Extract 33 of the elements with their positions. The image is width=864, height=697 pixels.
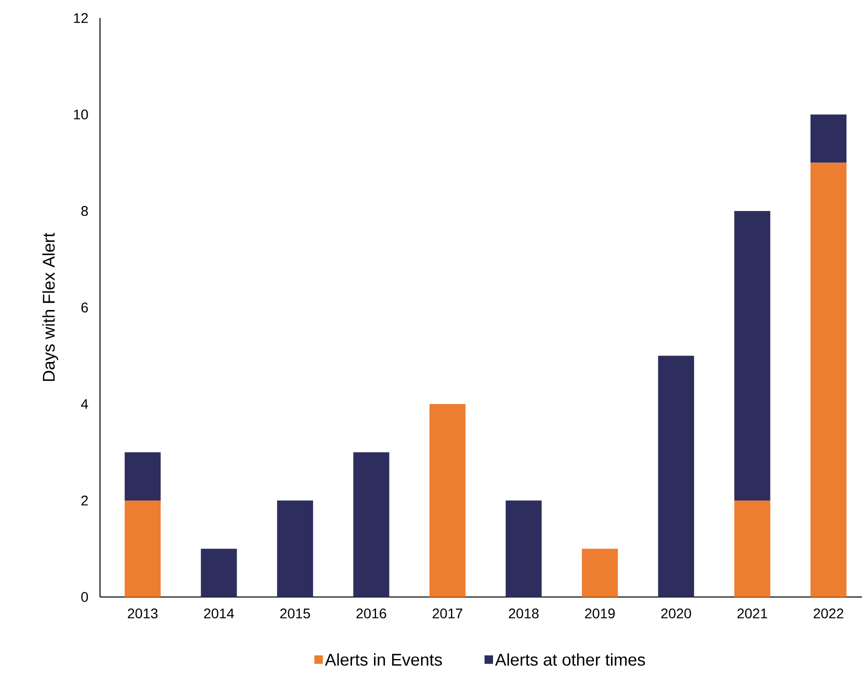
x-tick-label: 2021	[737, 608, 768, 618]
x-tick-label: 2013	[128, 608, 158, 618]
x-tick-label: 2015	[280, 608, 310, 618]
bar	[582, 548, 618, 597]
bar	[810, 114, 846, 163]
bar	[658, 356, 694, 597]
y-tick-label: 0	[81, 592, 88, 602]
bar	[506, 500, 542, 597]
x-tick-label: 2020	[661, 608, 692, 618]
y-tick-label: 6	[81, 302, 88, 312]
x-tick-label: 2022	[814, 608, 844, 618]
bar	[353, 452, 390, 597]
legend-label: Alerts at other times	[495, 653, 646, 666]
bar	[124, 500, 161, 597]
bar	[124, 452, 161, 500]
x-tick-label: 2014	[204, 608, 234, 618]
bar	[429, 404, 466, 597]
x-tick-label: 2018	[508, 608, 539, 618]
x-tick-label: 2019	[585, 608, 615, 618]
bar	[200, 548, 237, 597]
y-tick-label: 10	[74, 110, 88, 120]
bar	[734, 210, 770, 500]
y-tick-label: 2	[81, 496, 88, 506]
y-axis-title: Days with Flex Alert	[42, 232, 58, 381]
x-tick-label: 2016	[356, 608, 386, 618]
y-tick-label: 12	[74, 13, 88, 23]
bar	[734, 500, 770, 597]
y-tick-label: 4	[81, 399, 88, 409]
legend-label: Alerts in Events	[324, 653, 442, 666]
bar	[277, 500, 314, 597]
x-tick-label: 2017	[432, 608, 462, 618]
y-tick-label: 8	[81, 206, 88, 216]
bar	[810, 162, 846, 597]
